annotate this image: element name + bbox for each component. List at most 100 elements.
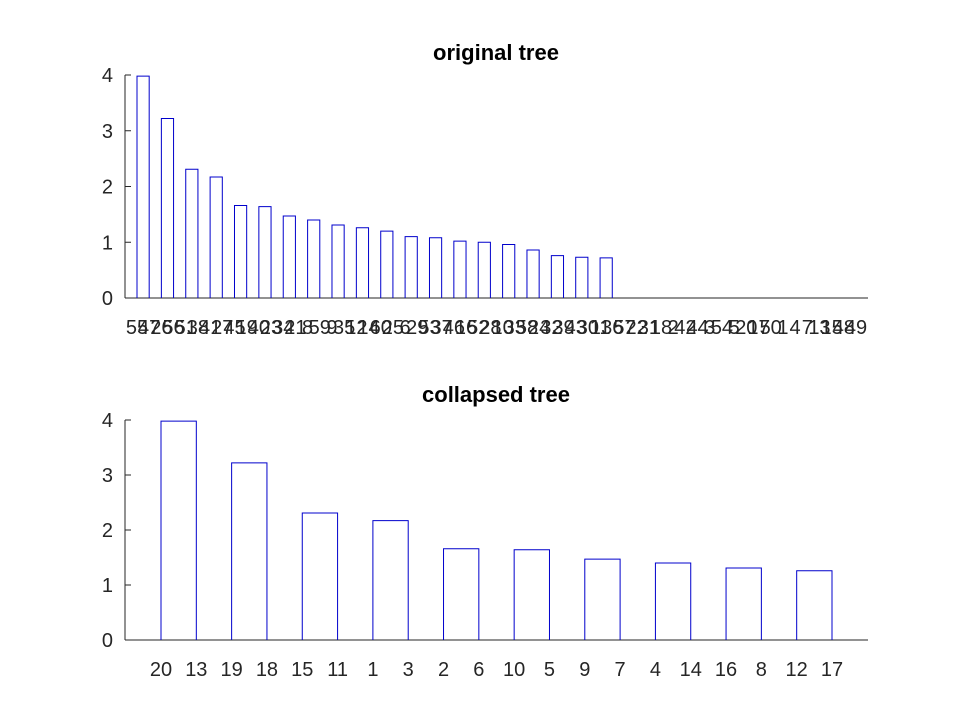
leaf-label: 11 [590,317,611,339]
dendrogram-link [502,243,516,298]
dendrogram-link [307,219,321,298]
leaf-label: 58 [516,317,538,339]
leaf-label: 19 [221,659,243,681]
leaf-label: 33 [504,317,526,339]
leaf-label: 57 [613,317,635,339]
dendrogram-link [160,117,175,298]
y-tick-label: 4 [102,65,113,87]
leaf-label: 48 [833,317,855,339]
leaf-label: 12 [345,317,367,339]
dendrogram-link [160,420,197,640]
leaf-label: 4 [790,317,801,339]
leaf-label: 4 [650,659,661,681]
leaf-label: 39 [552,317,574,339]
original-tree-panel: original tree 01234554726565138412745194… [102,40,868,339]
leaf-label: 1 [367,659,378,681]
leaf-label: 2 [438,659,449,681]
y-tick-label: 1 [102,232,113,254]
leaf-label: 11 [327,659,348,681]
y-tick-label: 1 [102,575,113,597]
leaf-label: 23 [260,317,282,339]
leaf-label: 28 [479,317,501,339]
dendrogram-link [428,237,443,298]
dendrogram-link [404,236,418,298]
leaf-label: 60 [370,317,392,339]
y-tick-label: 3 [102,121,113,143]
leaf-label: 1 [777,317,788,339]
leaf-label: 40 [248,317,270,339]
dendrogram-link [725,567,762,640]
leaf-label: 36 [601,317,623,339]
leaf-label: 32 [540,317,562,339]
leaf-label: 16 [715,659,737,681]
leaf-label: 3 [704,317,715,339]
y-tick-label: 2 [102,520,113,542]
leaf-label: 21 [284,317,306,339]
dendrogram-link [231,462,268,640]
y-tick-label: 2 [102,177,113,199]
dendrogram-link [282,215,296,298]
leaf-label: 14 [680,659,702,681]
leaf-label: 15 [291,659,313,681]
dendrogram-link [301,512,339,640]
leaf-label: 15 [821,317,843,339]
leaf-label: 6 [400,317,411,339]
leaf-label: 50 [760,317,782,339]
leaf-label: 14 [357,317,379,339]
dendrogram-link [136,75,150,298]
leaf-label: 52 [467,317,489,339]
dendrogram-link [331,224,345,298]
leaf-label: 7 [802,317,813,339]
leaf-label: 27 [211,317,233,339]
dendrogram-link [477,241,491,298]
leaf-label: 25 [382,317,404,339]
leaf-label: 12 [786,659,808,681]
leaf-label: 18 [650,317,672,339]
dendrogram-link [380,230,394,298]
leaf-label: 43 [565,317,587,339]
dendrogram-link [453,240,467,298]
leaf-label: 9 [579,659,590,681]
leaf-label: 5 [544,659,555,681]
leaf-label: 49 [845,317,867,339]
leaf-label: 8 [756,659,767,681]
dendrogram-link [550,255,565,298]
leaf-label: 20 [150,659,172,681]
leaf-label: 17 [821,659,843,681]
leaf-label: 53 [418,317,440,339]
dendrogram-link [233,204,248,298]
chart-title: original tree [433,40,559,65]
leaf-label: 5 [729,317,740,339]
leaf-label: 19 [236,317,258,339]
leaf-label: 30 [577,317,599,339]
leaf-label: 18 [256,659,278,681]
leaf-label: 38 [187,317,209,339]
leaf-label: 44 [686,317,708,339]
dendrogram-link [584,558,621,640]
leaf-label: 13 [808,317,830,339]
leaf-label: 8 [302,317,313,339]
leaf-label: 22 [626,317,648,339]
leaf-label: 26 [150,317,172,339]
leaf-label: 54 [711,317,733,339]
dendrogram-link [355,227,370,298]
dendrogram-link [796,570,833,640]
leaf-label: 56 [162,317,184,339]
leaf-label: 24 [528,317,550,339]
leaf-label: 16 [455,317,477,339]
dendrogram-link [443,548,480,640]
y-tick-label: 4 [102,410,113,432]
leaf-label: 37 [431,317,453,339]
leaf-label: 9 [326,317,337,339]
y-tick-label: 3 [102,465,113,487]
dendrogram-link [526,249,540,298]
leaf-label: 45 [223,317,245,339]
dendrogram-link [372,520,409,640]
leaf-label: 10 [491,317,513,339]
dendrogram-link [185,168,199,298]
dendrogram-link [599,257,613,298]
leaf-label: 55 [126,317,148,339]
leaf-label: 46 [443,317,465,339]
leaf-label: 42 [674,317,696,339]
leaf-label: 17 [747,317,769,339]
